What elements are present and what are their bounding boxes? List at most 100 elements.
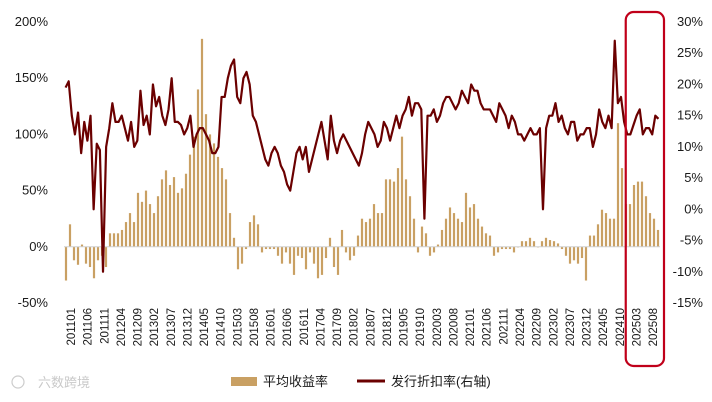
- x-axis-tick: 201709: [332, 308, 344, 346]
- bar: [128, 213, 132, 247]
- x-axis-tick: 201606: [282, 308, 294, 346]
- x-axis-tick: 201503: [232, 308, 244, 346]
- bar: [432, 246, 436, 253]
- x-axis-tick: 202405: [598, 308, 610, 346]
- bar: [252, 215, 256, 247]
- bar: [64, 246, 68, 281]
- bar: [180, 188, 184, 247]
- bar: [124, 222, 128, 247]
- bar: [568, 246, 572, 264]
- bar: [304, 246, 308, 270]
- legend-bar-label: 平均收益率: [263, 374, 328, 389]
- line-series-discount-rate: [64, 39, 660, 273]
- bar: [196, 89, 200, 247]
- bar: [580, 246, 584, 259]
- bar: [284, 246, 288, 253]
- bar: [328, 237, 332, 247]
- bar: [656, 229, 660, 247]
- bar: [336, 246, 340, 275]
- bar: [72, 246, 76, 261]
- bar: [360, 218, 364, 247]
- x-axis-tick: 201910: [415, 308, 427, 346]
- bar: [216, 156, 220, 247]
- bar: [88, 246, 92, 268]
- right-axis-tick: 25%: [677, 45, 703, 60]
- bar: [240, 246, 244, 264]
- x-axis-tick: 201611: [299, 308, 311, 346]
- bar: [528, 237, 532, 247]
- x-axis-tick: 202508: [648, 308, 660, 346]
- bar: [424, 233, 428, 247]
- x-axis-tick: 201802: [349, 308, 361, 346]
- x-axis-tick: 202003: [432, 308, 444, 346]
- bar: [300, 246, 304, 259]
- bar: [436, 244, 440, 247]
- bar: [512, 246, 516, 253]
- bar: [460, 222, 464, 247]
- x-axis-tick: 201302: [149, 308, 161, 346]
- x-axis-tick: 201410: [216, 308, 228, 346]
- bar: [620, 168, 624, 247]
- bar: [564, 246, 568, 256]
- bar: [220, 168, 224, 247]
- bar: [588, 235, 592, 247]
- bar: [296, 246, 300, 256]
- bar: [212, 143, 216, 247]
- x-axis-tick: 202008: [448, 308, 460, 346]
- right-axis-ticks: 30% 25% 20% 15% 10% 5% 0% -5% -10% -15%: [673, 14, 704, 310]
- right-axis-tick: 10%: [677, 139, 703, 154]
- bar: [556, 243, 560, 247]
- bar: [420, 226, 424, 247]
- bar: [188, 154, 192, 247]
- left-axis-tick: 50%: [22, 183, 48, 198]
- bar: [156, 196, 160, 247]
- right-axis-tick: 0%: [684, 201, 703, 216]
- bar: [332, 246, 336, 268]
- bar: [492, 246, 496, 256]
- bar: [364, 222, 368, 247]
- x-axis-tick: 201106: [83, 308, 95, 346]
- bar: [112, 233, 116, 247]
- x-axis-tick: 202111: [498, 308, 510, 345]
- bar: [484, 233, 488, 247]
- x-axis-tick: 202410: [615, 308, 627, 346]
- bar: [348, 246, 352, 261]
- bar: [312, 246, 316, 264]
- bar: [472, 204, 476, 247]
- bar: [344, 246, 348, 253]
- bar: [200, 38, 204, 247]
- bar: [640, 181, 644, 247]
- bar: [544, 237, 548, 247]
- bar: [584, 246, 588, 281]
- bar: [324, 246, 328, 259]
- bar: [244, 246, 248, 250]
- bar: [108, 233, 112, 247]
- x-axis-tick: 201812: [382, 308, 394, 346]
- bar: [368, 218, 372, 247]
- bar: [628, 204, 632, 247]
- bar: [144, 190, 148, 247]
- bar: [508, 246, 512, 250]
- bar: [228, 213, 232, 247]
- bar: [92, 246, 96, 279]
- bar: [448, 207, 452, 247]
- bar: [256, 224, 260, 247]
- bar: [276, 246, 280, 256]
- bar: [84, 246, 88, 264]
- bar: [428, 246, 432, 256]
- bar: [612, 218, 616, 247]
- bar: [388, 179, 392, 247]
- bar: [616, 123, 620, 247]
- left-axis-ticks: 200% 150% 100% 50% 0% -50%: [15, 14, 49, 310]
- bar: [120, 229, 124, 247]
- x-axis-tick: 201601: [266, 308, 278, 346]
- bar: [540, 241, 544, 247]
- x-axis-tick: 201209: [133, 308, 145, 346]
- right-axis-tick: 20%: [677, 76, 703, 91]
- bar: [488, 235, 492, 247]
- bar: [604, 213, 608, 247]
- watermark: 六数跨境: [11, 375, 90, 391]
- bar: [192, 136, 196, 247]
- bar: [268, 246, 272, 250]
